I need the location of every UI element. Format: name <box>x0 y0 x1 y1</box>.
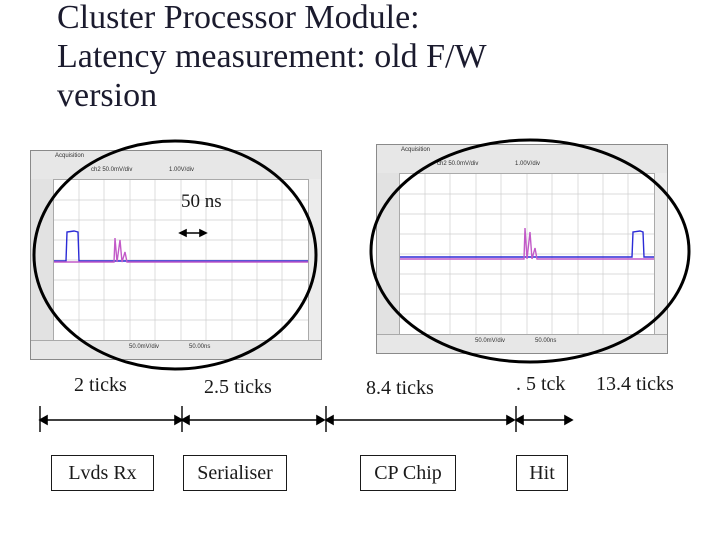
scale-arrow <box>178 228 208 238</box>
acquisition-label: Acquisition <box>55 153 85 159</box>
timing-label-lvds: 2 ticks <box>74 374 127 396</box>
channel-scale-readout: 50.0mV/div <box>475 338 506 344</box>
scope-toolbar: Acquisition ch2 50.0mV/div 1.00V/div <box>31 151 321 180</box>
highlight-ellipse-left <box>32 139 318 371</box>
box-lvds-rx: Lvds Rx <box>51 455 154 491</box>
timebase-readout: 50.00ns <box>535 338 557 344</box>
timing-arrows <box>38 406 574 432</box>
title-line-2: Latency measurement: old F/W <box>57 38 487 75</box>
scope-scrollbar <box>654 173 667 335</box>
scope-display <box>54 180 308 340</box>
scope-grid-and-traces <box>400 174 654 334</box>
scale-label: 1.00V/div <box>169 167 195 173</box>
channel-label: ch2 50.0mV/div <box>91 167 133 173</box>
scope-screenshot-left: Acquisition ch2 50.0mV/div 1.00V/div 50.… <box>30 150 322 360</box>
timebase-readout: 50.00ns <box>189 344 211 350</box>
timing-label-hit: . 5 tck <box>516 373 566 395</box>
scope-display <box>400 174 654 334</box>
timing-label-cp-chip: 8.4 ticks <box>366 377 434 399</box>
highlight-ellipse-right <box>369 138 691 364</box>
box-serialiser: Serialiser <box>183 455 287 491</box>
title-line-1: Cluster Processor Module: <box>57 0 420 36</box>
scale-label: 1.00V/div <box>515 161 541 167</box>
title-line-3: version <box>57 77 158 114</box>
channel-scale-readout: 50.0mV/div <box>129 344 160 350</box>
trace-blue <box>54 230 308 262</box>
scope-grid-and-traces <box>54 180 308 340</box>
acquisition-label: Acquisition <box>401 147 431 153</box>
scale-annotation: 50 ns <box>181 191 222 212</box>
box-cp-chip: CP Chip <box>360 455 456 491</box>
timing-label-serialiser: 2.5 ticks <box>204 376 272 398</box>
box-hit: Hit <box>516 455 568 491</box>
trace-purple <box>54 237 308 263</box>
trace-purple <box>400 227 654 260</box>
slide-title: Cluster Processor Module: Latency measur… <box>57 0 657 115</box>
trace-blue <box>400 230 654 258</box>
channel-label: ch2 50.0mV/div <box>437 161 479 167</box>
timing-label-total: 13.4 ticks <box>596 373 674 395</box>
scope-side-toolbar <box>31 179 54 341</box>
